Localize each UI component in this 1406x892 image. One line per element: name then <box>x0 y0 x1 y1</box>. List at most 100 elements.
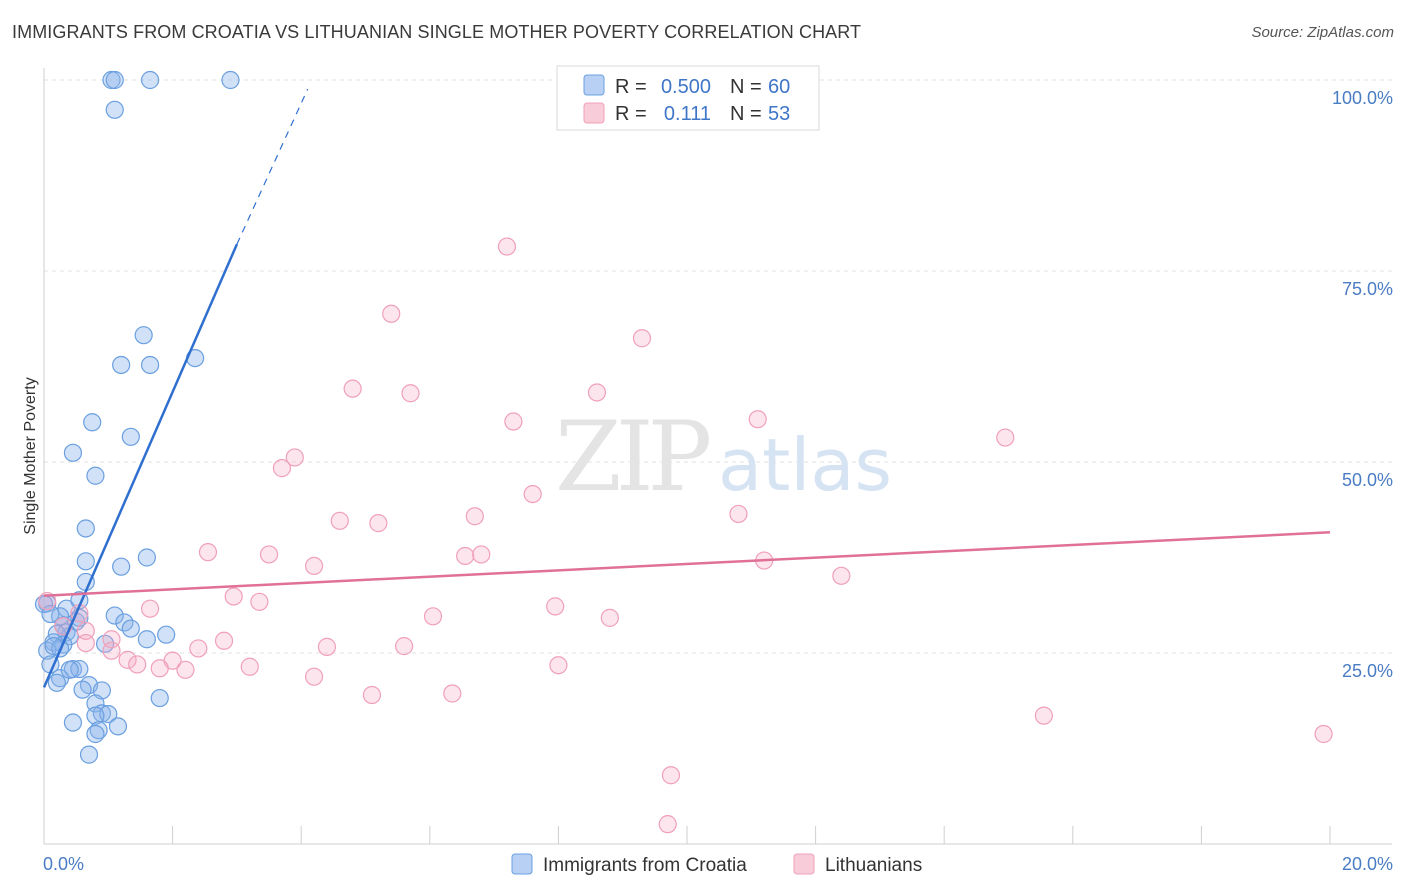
lithuanian-point-21 <box>304 556 324 576</box>
lithuanian-point-38 <box>394 637 414 656</box>
lithuanian-point-8 <box>996 428 1015 447</box>
lithuanian-point-25 <box>250 592 269 611</box>
lithuanian-point-22 <box>832 566 851 585</box>
lithuanian-point-16 <box>198 543 218 562</box>
y-axis-label: Single Mother Poverty <box>22 377 39 534</box>
croatia-point-27 <box>121 619 140 638</box>
lithuanian-point-17 <box>259 545 279 564</box>
lithuanian-point-2 <box>632 329 652 348</box>
croatia-point-10 <box>121 427 140 446</box>
lithuanian-point-14 <box>330 511 349 530</box>
croatia-point-40 <box>70 659 89 679</box>
croatia-point-14 <box>137 548 156 567</box>
bottom-legend-swatch-pink <box>793 853 815 875</box>
croatia-point-36 <box>137 630 156 649</box>
croatia-point-9 <box>83 413 102 432</box>
trend-lines <box>42 88 1331 688</box>
croatia-point-5 <box>134 326 153 345</box>
legend-n-value-2: 53 <box>768 103 790 125</box>
lithuanian-point-43 <box>150 659 169 678</box>
legend-swatch-pink <box>583 102 605 124</box>
legend-r-value-2: 0.111 <box>664 103 711 125</box>
croatia-point-37 <box>157 625 176 644</box>
croatia-point-52 <box>108 717 128 736</box>
lithuanian-point-28 <box>423 607 443 626</box>
lithuanian-point-33 <box>214 631 234 650</box>
lithuanian-point-52 <box>661 766 681 785</box>
lithuanian-point-47 <box>304 667 324 686</box>
legend-swatch-blue <box>583 74 605 96</box>
x-tick-label-max: 20.0% <box>1342 854 1393 874</box>
lithuanian-point-36 <box>102 641 121 660</box>
croatia-point-44 <box>73 680 92 699</box>
legend-r-label-1: R = <box>615 76 647 98</box>
lithuanian-point-39 <box>189 639 208 658</box>
watermark-zip: ZIP <box>555 401 710 513</box>
lithuanian-point-53 <box>658 815 677 834</box>
legend-n-label-2: N = <box>730 103 762 125</box>
legend-n-label-1: N = <box>730 76 762 98</box>
y-tick-labels: 25.0% 50.0% 75.0% 100.0% <box>1332 88 1393 681</box>
stats-legend: R = 0.500 N = 60 R = 0.111 N = 53 <box>556 65 820 131</box>
lithuanian-point-45 <box>240 657 259 676</box>
lithuanian-point-23 <box>38 591 57 611</box>
lithuanian-point-6 <box>748 410 767 429</box>
croatia-point-1 <box>105 70 124 90</box>
croatia-point-11 <box>63 443 83 462</box>
axes <box>43 68 1392 845</box>
lithuanian-point-5 <box>587 383 607 402</box>
croatia-point-12 <box>86 466 105 485</box>
croatia-point-6 <box>112 355 131 375</box>
lithuanian-trend-line <box>43 531 1331 597</box>
chart-title: IMMIGRANTS FROM CROATIA VS LITHUANIAN SI… <box>12 22 862 42</box>
legend-n-value-1: 60 <box>768 76 790 98</box>
watermark-atlas: atlas <box>718 423 892 507</box>
bottom-legend-swatch-blue <box>511 853 533 875</box>
lithuanian-point-46 <box>549 656 568 675</box>
lithuanian-point-4 <box>401 384 420 403</box>
bottom-legend-label-lithuanians: Lithuanians <box>825 855 922 876</box>
croatia-point-21 <box>105 606 124 625</box>
croatia-point-51 <box>63 713 83 732</box>
series-legend: Immigrants from Croatia Lithuanians <box>511 853 922 876</box>
lithuanian-point-41 <box>128 655 147 674</box>
croatia-point-58 <box>60 660 79 679</box>
y-tick-label-100: 100.0% <box>1332 88 1393 108</box>
lithuanian-point-12 <box>729 504 748 524</box>
gridlines <box>44 79 1392 654</box>
lithuanian-point-24 <box>224 587 243 606</box>
croatia-point-3 <box>221 70 240 90</box>
x-tick-label-min: 0.0% <box>43 854 84 874</box>
legend-r-label-2: R = <box>615 103 647 125</box>
croatia-point-16 <box>112 557 131 576</box>
croatia-point-55 <box>79 745 99 764</box>
series-croatia-points <box>34 70 240 764</box>
lithuanian-point-51 <box>1314 724 1333 744</box>
lithuanian-point-29 <box>600 608 619 627</box>
croatia-trend-extension <box>236 88 309 245</box>
croatia-point-50 <box>86 706 105 725</box>
croatia-point-7 <box>140 355 160 375</box>
lithuanian-point-27 <box>546 597 565 616</box>
source-label: Source: ZipAtlas.com <box>1251 24 1394 41</box>
lithuanian-point-11 <box>523 484 542 504</box>
y-tick-label-25: 25.0% <box>1342 661 1393 681</box>
croatia-point-2 <box>140 70 160 90</box>
lithuanian-point-3 <box>343 379 362 398</box>
lithuanian-point-15 <box>369 514 388 533</box>
lithuanian-point-35 <box>76 633 95 653</box>
lithuanian-point-1 <box>382 304 401 323</box>
lithuanian-point-18 <box>456 546 475 566</box>
lithuanian-point-7 <box>504 412 523 431</box>
croatia-point-15 <box>76 552 95 571</box>
lithuanian-point-49 <box>443 684 462 703</box>
lithuanian-point-37 <box>317 637 337 656</box>
legend-r-value-1: 0.500 <box>661 76 711 98</box>
croatia-trend-line <box>42 243 239 688</box>
lithuanian-point-10 <box>272 459 292 478</box>
croatia-point-42 <box>47 673 66 692</box>
croatia-point-4 <box>105 100 124 119</box>
series-lithuanians-points <box>38 237 1333 834</box>
lithuanian-point-19 <box>472 545 491 564</box>
